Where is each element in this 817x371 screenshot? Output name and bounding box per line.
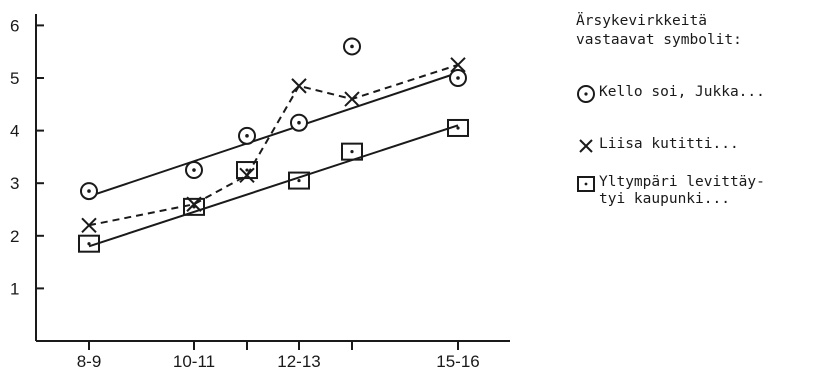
legend-label-kello: Kello soi, Jukka... (599, 84, 765, 100)
y-tick-label-6: 6 (10, 16, 19, 35)
y-tick-label-1: 1 (10, 279, 19, 298)
y-tick-label-3: 3 (10, 174, 19, 193)
point-s0-8-9 (80, 182, 98, 201)
x-tick-label-15-16: 15-16 (436, 352, 479, 371)
point-s1-15-16 (450, 57, 466, 73)
x-tick-label-8-9: 8-9 (77, 352, 102, 371)
point-s0-15-16 (449, 69, 467, 87)
point-s2-8-9 (78, 234, 100, 253)
point-s1-13-14 (344, 91, 360, 107)
point-s1-12-13 (291, 78, 307, 94)
legend-label-liisa: Liisa kutitti... (599, 136, 739, 152)
legend-label-yltympari: Yltympäri levittäy- tyi kaupunki... (599, 174, 765, 207)
point-s1-8-9 (81, 217, 97, 233)
point-s2-15-16 (447, 118, 469, 137)
y-tick-label-4: 4 (10, 122, 19, 141)
point-s2-13-14 (341, 142, 363, 161)
series-line-2 (88, 124, 459, 248)
point-s0-12-13 (290, 113, 308, 132)
point-s2-10-11 (183, 197, 205, 216)
point-s0-13-14 (343, 37, 361, 56)
circle-dot-marker-icon (577, 85, 595, 103)
point-s2-12-13 (288, 171, 310, 190)
square-dot-marker-icon (577, 176, 595, 192)
series-line-1 (88, 63, 459, 227)
point-s0-10-11 (185, 161, 203, 180)
legend-title: Ärsykevirkkeitä vastaavat symbolit: (576, 13, 742, 48)
line-chart: 1 2 3 4 5 6 8-9 10-11 12-13 15-16 (10, 14, 510, 371)
legend-item-kello: Kello soi, Jukka... (576, 84, 765, 104)
x-tick-label-10-11: 10-11 (173, 352, 215, 371)
legend: Ärsykevirkkeitä vastaavat symbolit: Kell… (576, 12, 812, 207)
x-marker-icon (579, 139, 593, 153)
legend-item-yltympari: Yltympäri levittäy- tyi kaupunki... (576, 174, 765, 208)
legend-item-liisa: Liisa kutitti... (576, 136, 739, 156)
series-line-0 (88, 71, 459, 198)
point-s0-11-12 (238, 126, 256, 145)
point-s2-11-12 (236, 161, 258, 180)
point-s1-11-12 (239, 167, 255, 184)
y-tick-label-5: 5 (10, 69, 19, 88)
x-tick-label-12-13: 12-13 (277, 352, 320, 371)
y-tick-label-2: 2 (10, 227, 19, 246)
